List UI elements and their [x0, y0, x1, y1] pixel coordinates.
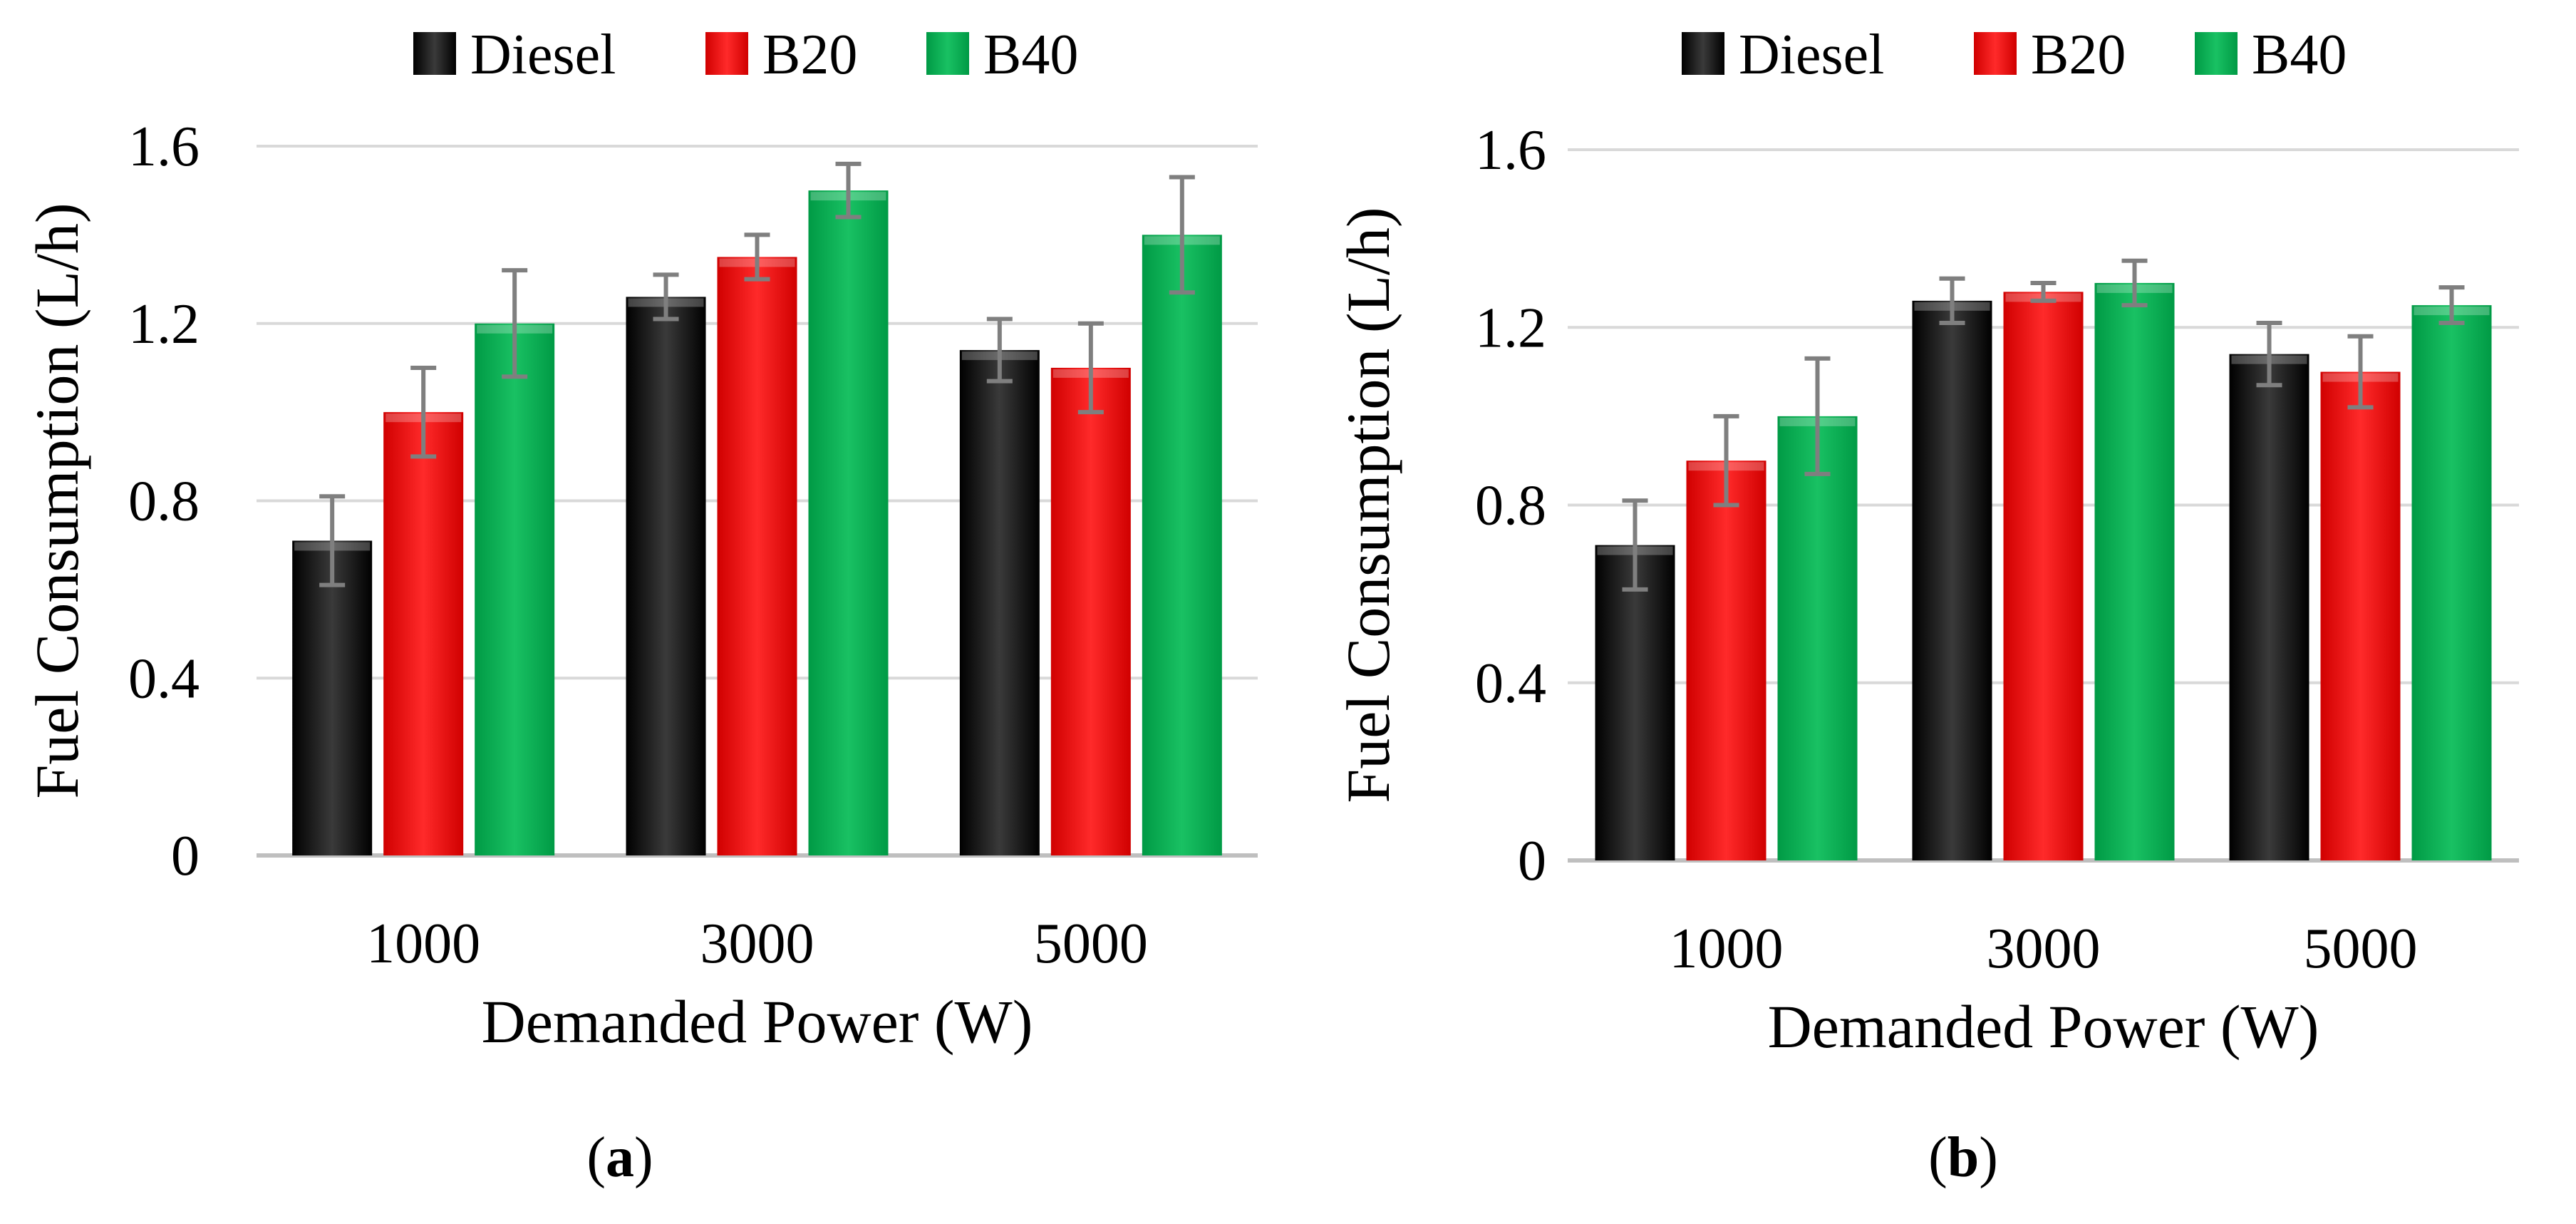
- legend-label-b20: B20: [762, 24, 857, 86]
- y-tick-label: 0: [1518, 830, 1546, 893]
- y-axis-title: Fuel Consumption (L/h): [1334, 207, 1402, 803]
- y-tick-label: 1.2: [1475, 297, 1546, 359]
- bar-diesel-1000: [292, 540, 373, 855]
- legend-swatch-diesel: [1682, 32, 1724, 75]
- y-tick-label: 1.6: [128, 115, 200, 178]
- legend-label-diesel: Diesel: [470, 24, 616, 86]
- y-tick-label: 0.4: [1475, 652, 1546, 715]
- y-tick-label: 1.2: [128, 293, 200, 356]
- x-tick-label: 5000: [1034, 912, 1148, 975]
- bar-diesel-3000: [626, 297, 706, 855]
- x-tick-label: 1000: [366, 912, 480, 975]
- y-tick-label: 0.8: [1475, 475, 1546, 538]
- bar-b40-3000: [2094, 282, 2175, 860]
- panel-label: (a): [586, 1126, 653, 1189]
- bar-b40-5000: [1142, 235, 1222, 855]
- x-axis-title: Demanded Power (W): [482, 987, 1033, 1056]
- y-tick-label: 1.6: [1475, 119, 1546, 182]
- bar-b20-5000: [1050, 367, 1131, 855]
- x-tick-label: 1000: [1670, 917, 1784, 980]
- x-tick-label: 5000: [2304, 917, 2418, 980]
- y-axis-title: Fuel Consumption (L/h): [23, 202, 91, 798]
- bar-b40-5000: [2411, 305, 2492, 860]
- legend-label-b20: B20: [2031, 24, 2126, 86]
- legend-label-diesel: Diesel: [1739, 24, 1884, 86]
- bar-b20-3000: [717, 257, 797, 855]
- y-tick-label: 0: [171, 825, 200, 888]
- y-tick-label: 0.4: [128, 647, 200, 710]
- legend-label-b40: B40: [2252, 24, 2347, 86]
- bar-diesel-1000: [1595, 545, 1675, 860]
- bar-b40-1000: [1777, 416, 1858, 860]
- bar-b20-1000: [1686, 461, 1767, 860]
- bar-b20-5000: [2320, 371, 2401, 860]
- chart-panel-b: 0 0.4 0.8 1.2 1.6 1000 3000 5000 Demanded Power …: [1334, 24, 2519, 1189]
- bar-diesel-5000: [959, 350, 1040, 855]
- x-tick-label: 3000: [700, 912, 814, 975]
- bar-b20-1000: [383, 412, 464, 855]
- legend-swatch-b20: [705, 32, 748, 75]
- bar-diesel-3000: [1912, 300, 1992, 860]
- bar-b40-3000: [808, 190, 889, 855]
- legend-swatch-diesel: [413, 32, 456, 75]
- x-tick-label: 3000: [1987, 917, 2101, 980]
- bar-b20-3000: [2003, 292, 2084, 860]
- y-tick-label: 0.8: [128, 470, 200, 533]
- x-axis-title: Demanded Power (W): [1768, 992, 2319, 1061]
- bar-diesel-5000: [2229, 354, 2309, 860]
- panel-label: (b): [1928, 1126, 1998, 1189]
- legend-label-b40: B40: [983, 24, 1078, 86]
- bar-b40-1000: [475, 323, 555, 855]
- legend-swatch-b40: [926, 32, 969, 75]
- legend-swatch-b20: [1974, 32, 2017, 75]
- legend-swatch-b40: [2195, 32, 2238, 75]
